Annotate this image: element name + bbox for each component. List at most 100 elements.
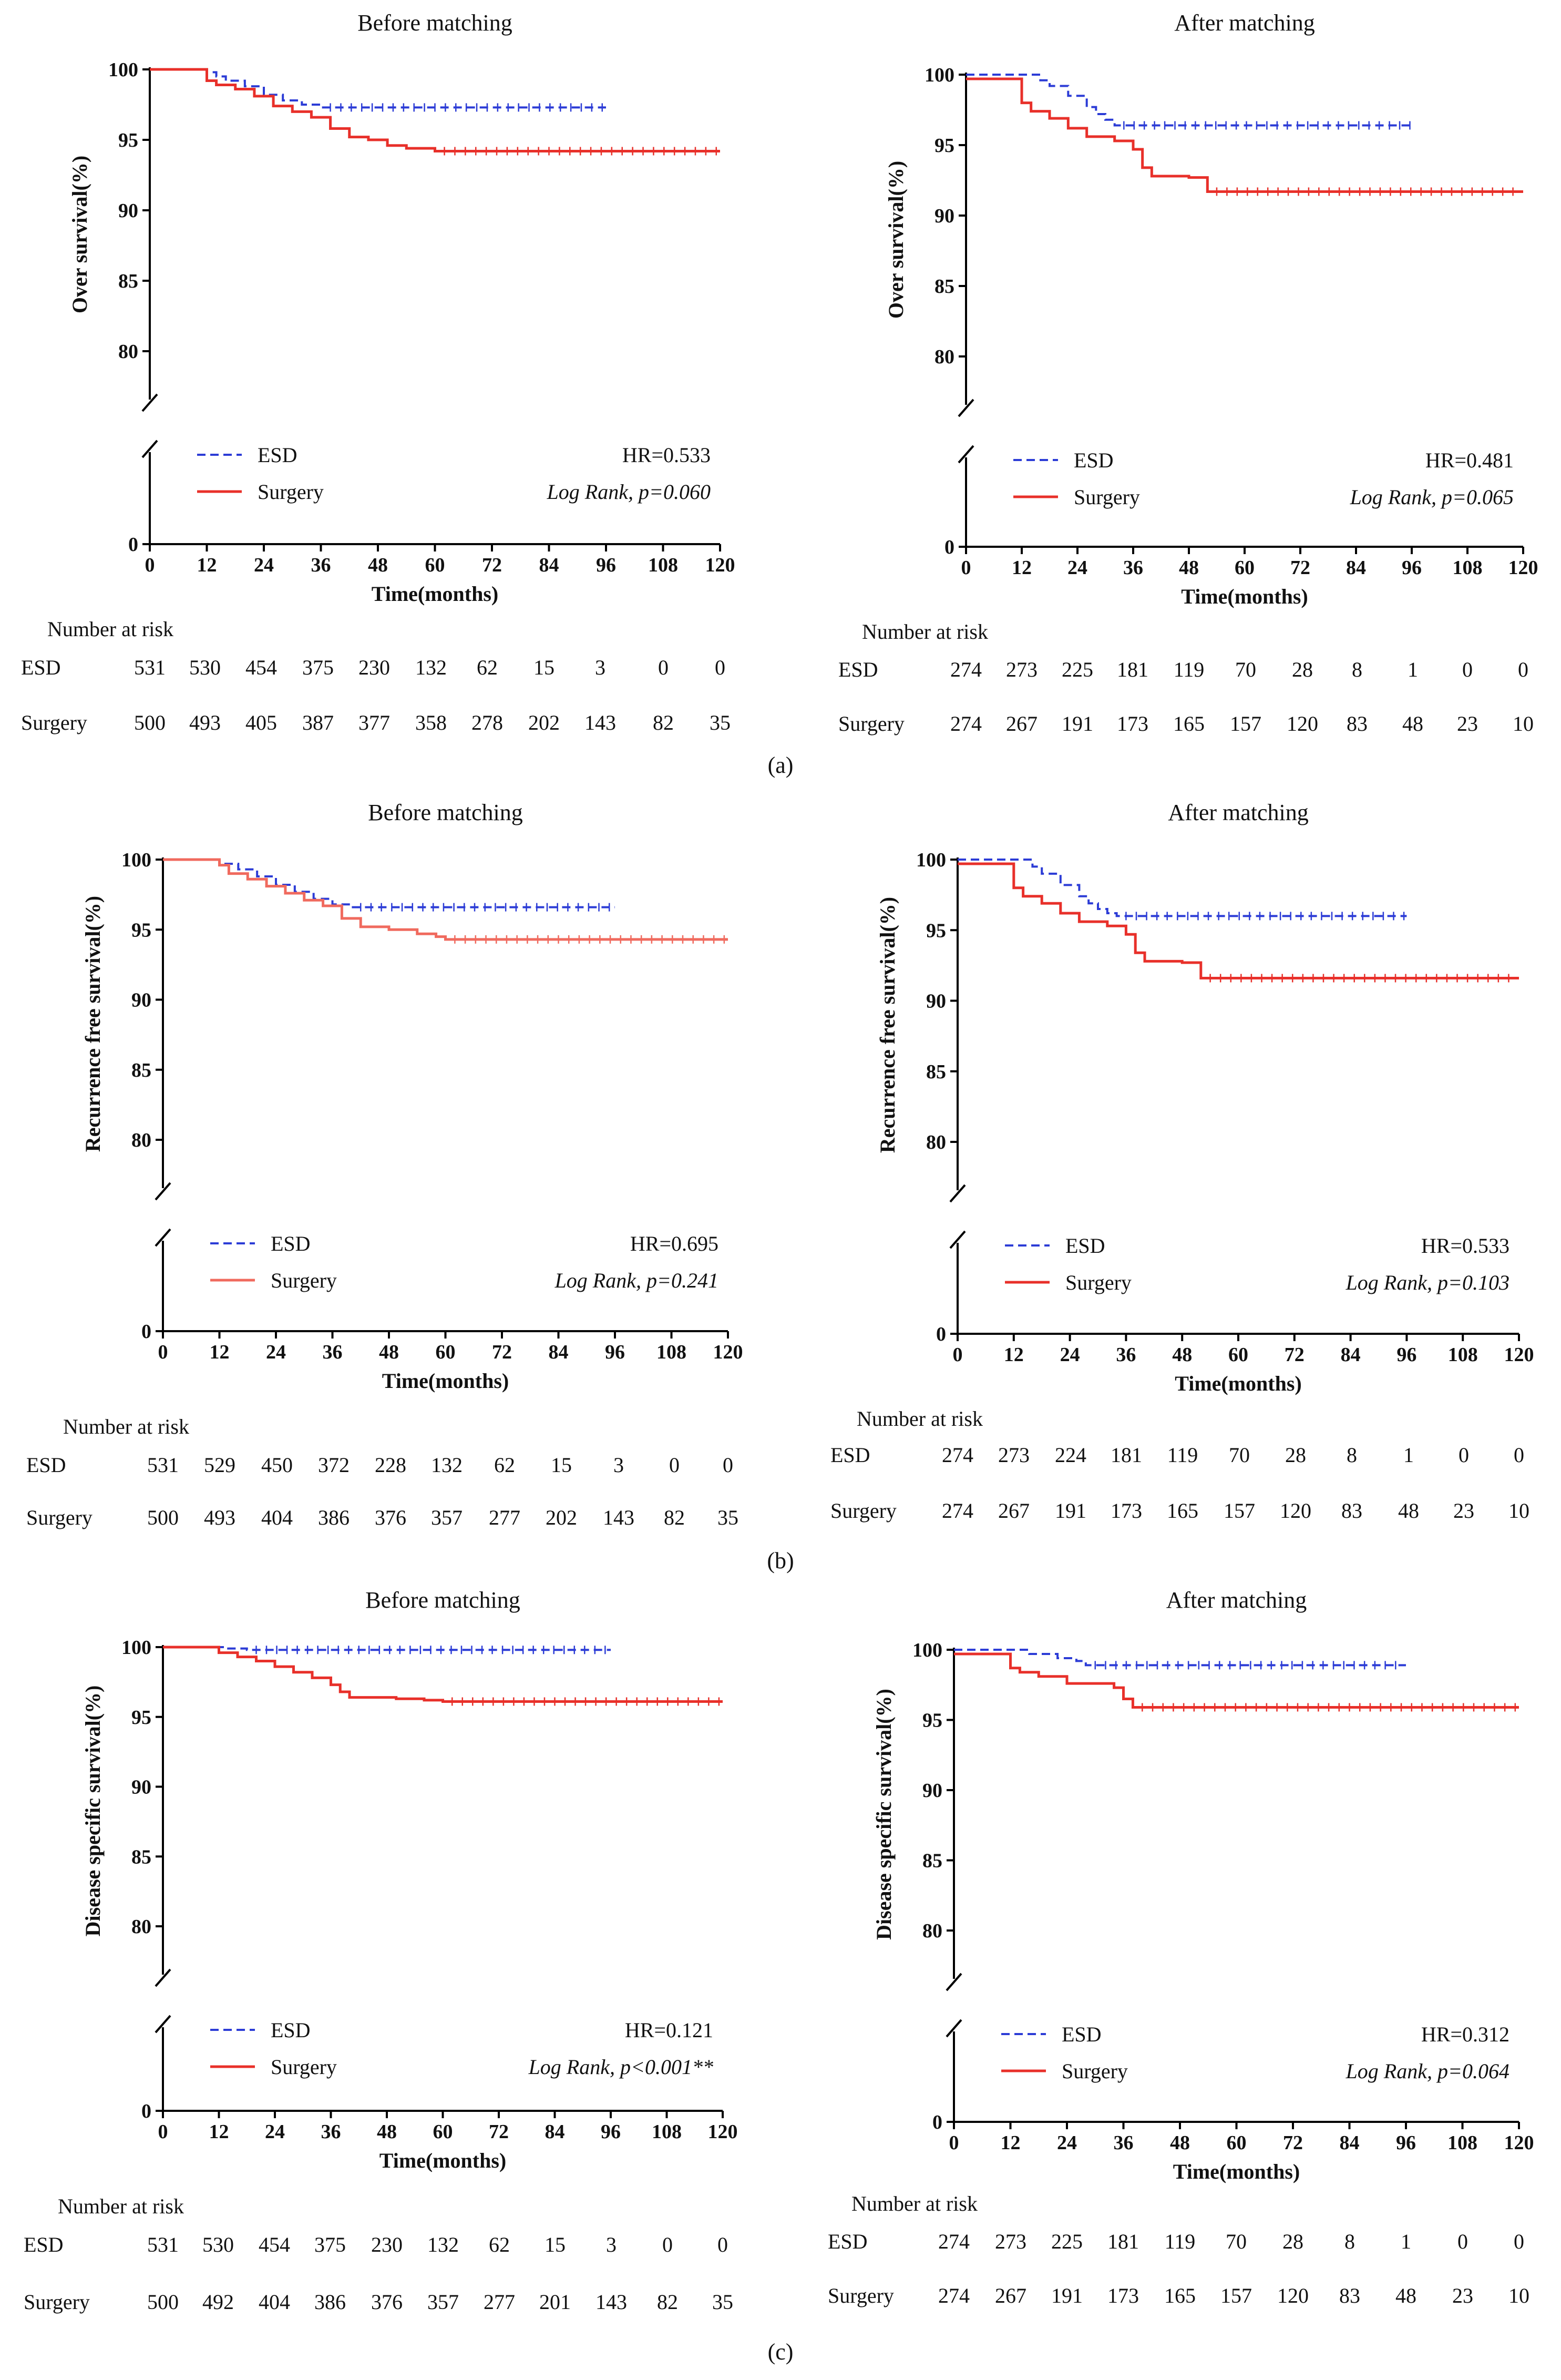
risk-count: 531 [147,2233,179,2256]
risk-count: 173 [1111,1499,1142,1523]
hazard-ratio-label: HR=0.121 [625,2018,713,2042]
panel-label: (c) [768,2339,794,2365]
risk-row-name: ESD [830,1443,870,1467]
risk-row-name: Surgery [21,711,87,734]
risk-count: 267 [998,1499,1030,1523]
y-axis-break-mark [155,2015,171,2034]
risk-count: 120 [1277,2284,1309,2307]
chart-title: After matching [1166,1587,1307,1613]
risk-count: 500 [147,2290,179,2314]
x-tick-label: 96 [1396,2132,1416,2154]
risk-count: 48 [1402,712,1423,736]
risk-count: 274 [942,1443,973,1467]
risk-count: 0 [1514,1443,1524,1467]
x-tick-label: 48 [379,1341,399,1363]
risk-count: 143 [595,2290,627,2314]
x-tick-label: 108 [1453,557,1483,579]
legend-esd-label: ESD [271,2018,311,2042]
x-tick-label: 60 [425,554,445,576]
risk-count: 132 [427,2233,459,2256]
risk-count: 23 [1452,2284,1473,2307]
risk-count: 454 [245,656,277,679]
risk-count: 157 [1224,1499,1255,1523]
surgery-survival-curve [163,1646,723,1703]
x-tick-label: 12 [1004,1344,1024,1366]
risk-count: 23 [1457,712,1478,736]
risk-count: 0 [715,656,725,679]
x-tick-label: 84 [539,554,559,576]
esd-survival-curve [954,1649,1406,1667]
x-tick-label: 96 [596,554,616,576]
risk-count: 375 [302,656,334,679]
risk-count: 273 [995,2230,1026,2253]
risk-count: 405 [245,711,277,734]
risk-row-name: Surgery [838,712,905,736]
y-tick-label: 80 [934,346,954,368]
x-axis-label: Time(months) [372,582,498,606]
risk-count: 492 [202,2290,234,2314]
risk-count: 0 [1518,658,1528,681]
risk-count: 375 [314,2233,346,2256]
x-tick-label: 48 [1170,2132,1190,2154]
y-axis-label: Disease specific survival(%) [872,1689,896,1940]
risk-count: 119 [1174,658,1205,681]
x-tick-label: 0 [158,1341,168,1363]
risk-count: 3 [613,1453,624,1477]
surgery-censor-marks [454,935,725,944]
risk-count: 119 [1167,1443,1198,1467]
y-axis-break-mark [155,1228,171,1247]
esd-survival-curve [958,859,1407,917]
risk-count: 120 [1280,1499,1311,1523]
x-tick-label: 48 [1179,557,1199,579]
y-tick-label: 80 [131,1129,151,1151]
risk-count: 0 [662,2233,673,2256]
risk-row-name: ESD [21,656,61,679]
y-tick-label: 100 [925,64,954,86]
x-tick-label: 0 [145,554,155,576]
risk-count: 28 [1282,2230,1303,2253]
y-axis-label: Disease specific survival(%) [81,1686,105,1937]
y-axis-break-mark [946,1973,962,1991]
y-tick-label: 80 [926,1131,946,1153]
risk-count: 35 [710,711,731,734]
risk-count: 531 [134,656,166,679]
risk-count: 450 [261,1453,293,1477]
y-tick-label: 85 [131,1059,151,1081]
risk-count: 0 [1462,658,1473,681]
risk-count: 8 [1344,2230,1355,2253]
x-tick-label: 24 [266,1341,286,1363]
risk-count: 277 [484,2290,515,2314]
y-tick-label: 95 [926,920,946,942]
risk-count: 386 [318,1506,350,1529]
y-tick-label: 100 [108,59,138,81]
risk-count: 48 [1398,1499,1419,1523]
chart-title: Before matching [357,10,512,36]
y-tick-label: 85 [934,275,954,298]
risk-count: 157 [1220,2284,1252,2307]
y-tick-label: 90 [934,205,954,227]
y-tick-label: 0 [944,536,954,558]
risk-count: 62 [477,656,498,679]
x-tick-label: 96 [1396,1344,1416,1366]
x-tick-label: 12 [197,554,217,576]
x-tick-label: 48 [368,554,388,576]
risk-count: 357 [431,1506,463,1529]
risk-count: 3 [595,656,605,679]
risk-table-header: Number at risk [857,1407,983,1431]
x-tick-label: 60 [433,2121,453,2143]
x-tick-label: 120 [1504,1344,1534,1366]
x-tick-label: 36 [323,1341,343,1363]
risk-count: 83 [1341,1499,1362,1523]
y-axis-break-mark [141,440,158,458]
panel-label: (a) [768,752,794,778]
x-tick-label: 72 [489,2121,509,2143]
esd-censor-marks [1125,912,1405,921]
log-rank-label: Log Rank, p=0.241 [554,1269,718,1292]
risk-count: 191 [1055,1499,1086,1523]
risk-count: 529 [204,1453,235,1477]
legend-surgery-label: Surgery [1062,2059,1128,2083]
risk-count: 372 [318,1453,350,1477]
y-tick-label: 0 [141,2100,151,2122]
risk-count: 157 [1230,712,1261,736]
